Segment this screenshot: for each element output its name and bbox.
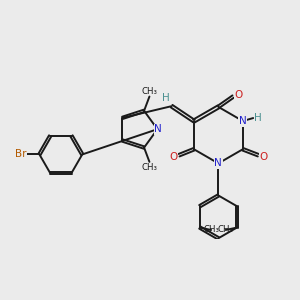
Text: H: H [254,113,262,123]
Text: N: N [239,116,247,126]
Text: CH₃: CH₃ [141,87,158,96]
Text: Br: Br [15,149,27,160]
Text: N: N [214,158,222,168]
Text: CH₃: CH₃ [204,226,220,235]
Text: CH₃: CH₃ [141,163,158,172]
Text: CH₃: CH₃ [217,226,233,235]
Text: O: O [169,152,178,162]
Text: O: O [234,90,243,100]
Text: N: N [154,124,162,134]
Text: H: H [162,93,170,103]
Text: O: O [260,152,268,162]
